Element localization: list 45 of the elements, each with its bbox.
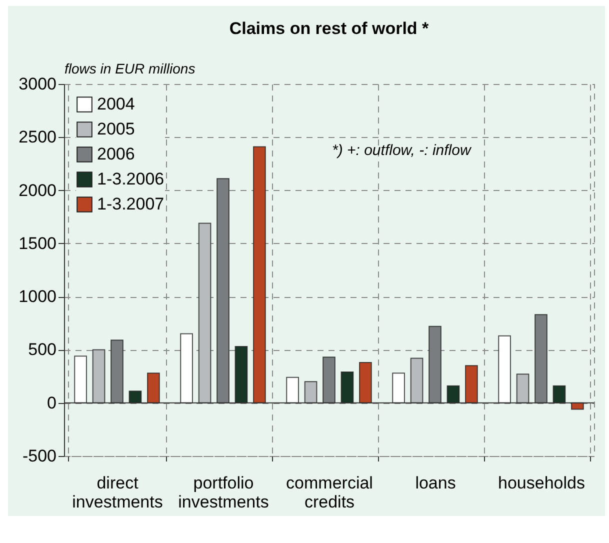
annotation: *) +: outflow, -: inflow (332, 142, 472, 159)
bar (253, 146, 266, 404)
bar (234, 346, 248, 404)
legend-label: 2004 (97, 94, 135, 114)
bar (498, 335, 511, 404)
bar (322, 356, 336, 404)
bar (180, 333, 193, 404)
x-tick-label: portfolio investments (178, 474, 269, 512)
legend-label: 2005 (97, 120, 135, 138)
x-tick-label: loans (415, 474, 456, 492)
bar (92, 349, 106, 404)
bar (198, 222, 212, 404)
bar (392, 372, 405, 404)
bar (465, 365, 478, 404)
x-tick-label: households (498, 474, 585, 492)
legend-label: 2006 (97, 144, 135, 164)
x-tick-label: commercial credits (286, 474, 373, 512)
x-tick-label: direct investments (72, 474, 163, 512)
bar (74, 356, 87, 404)
bar (428, 326, 442, 404)
bar (216, 178, 230, 404)
bar (340, 372, 354, 404)
bar (446, 385, 460, 404)
y-tick-label: 3000 (18, 74, 56, 94)
legend-label: 1-3.2007 (97, 194, 164, 214)
y-tick-label: 2500 (18, 128, 56, 147)
bar (534, 314, 548, 404)
y-axis-title: flows in EUR millions (64, 60, 196, 76)
bar (359, 362, 372, 404)
bar (516, 374, 530, 404)
bar (304, 381, 318, 404)
bar (147, 372, 160, 404)
chart-title: Claims on rest of world * (229, 19, 430, 38)
y-tick-label: -500 (22, 446, 56, 466)
y-tick-label: 1500 (18, 234, 56, 253)
bar (410, 358, 424, 404)
y-tick-label: 2000 (18, 180, 56, 200)
y-tick-label: 1000 (18, 287, 56, 306)
y-tick-label: 500 (28, 340, 56, 360)
bar (552, 385, 566, 404)
bar (286, 376, 299, 404)
bar (110, 340, 124, 404)
y-tick-label: 0 (47, 393, 56, 412)
legend-label: 1-3.2006 (97, 170, 164, 188)
bar (128, 390, 142, 404)
